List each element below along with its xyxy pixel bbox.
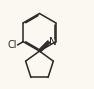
Text: N: N: [49, 37, 57, 47]
Text: Cl: Cl: [8, 40, 17, 50]
